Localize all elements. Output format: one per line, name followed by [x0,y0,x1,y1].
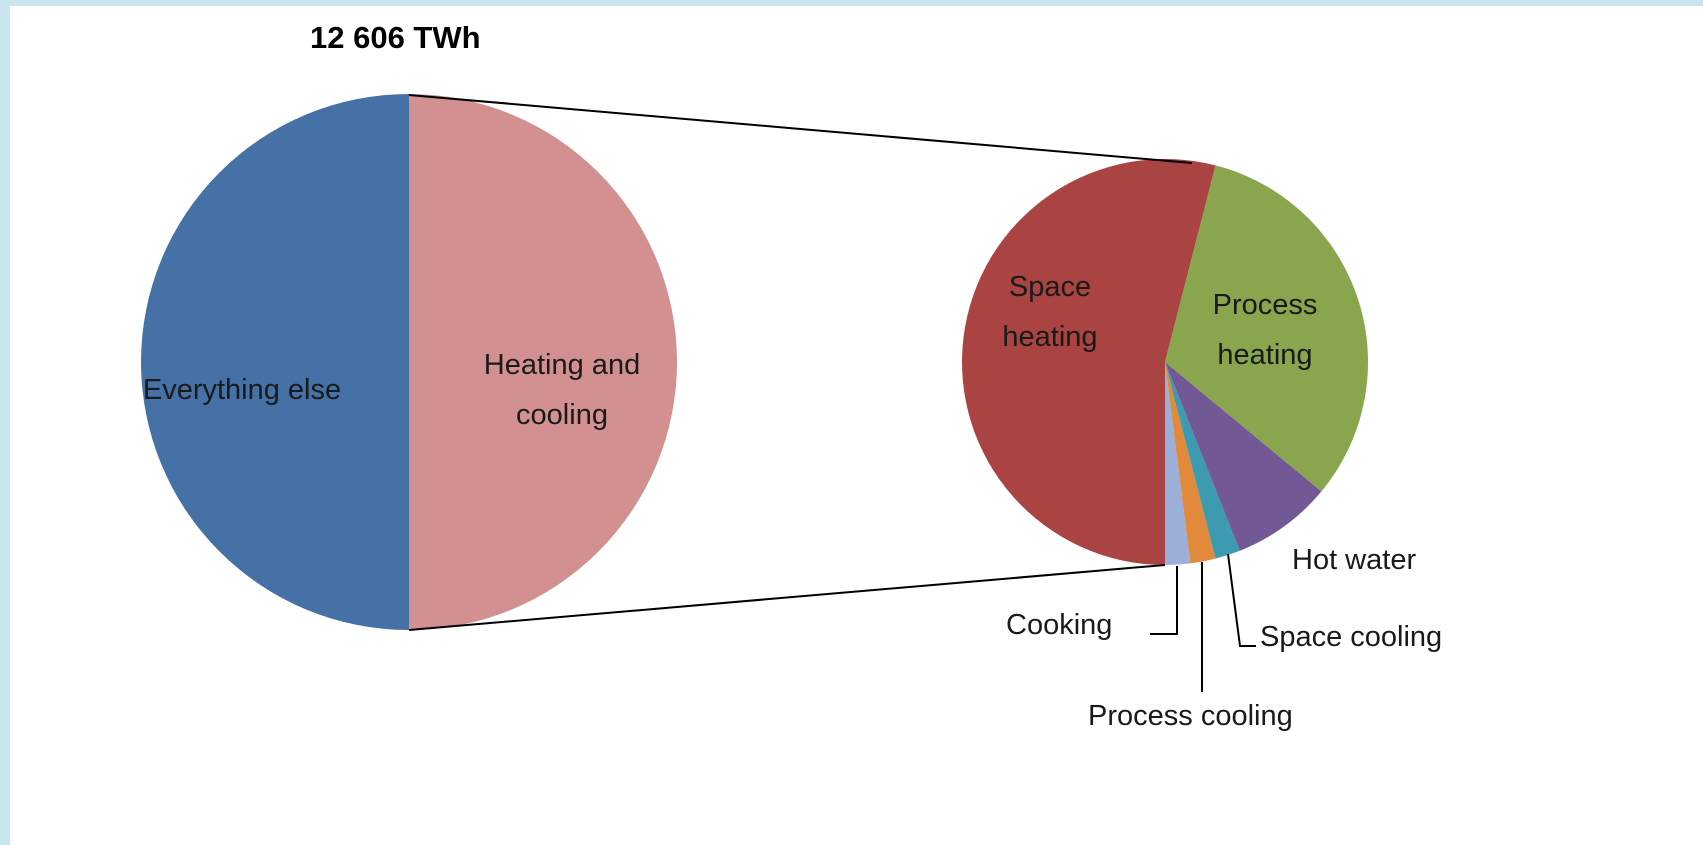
chart [141,94,1368,692]
pie-slice [1165,362,1240,559]
pie-slice [141,94,409,630]
chart-area: 12 606 TWh Everything else Heating and co… [10,6,1703,845]
connector [408,94,1193,164]
pie-slice [409,94,677,630]
pie-slice [1165,362,1322,551]
slice-label: Process heating [1212,289,1318,371]
pie-slice [961,159,1216,565]
leader-line [1227,553,1256,647]
slice-label: Heating and cooling [483,349,641,431]
slice-label: Everything else [142,374,342,406]
pie-slice [1165,362,1191,565]
pie-slice [1165,362,1216,564]
slice-label: Space heating [1002,271,1098,353]
chart-title: 12 606 TWh [310,20,481,55]
slice-label: Hot water [1292,544,1417,576]
slice-label: Process cooling [1088,700,1293,732]
connector [408,564,1166,631]
leader-line [1150,566,1178,635]
pie-slice [1165,165,1368,492]
slice-label: Space cooling [1260,621,1443,653]
slice-label: Cooking [1006,609,1113,641]
